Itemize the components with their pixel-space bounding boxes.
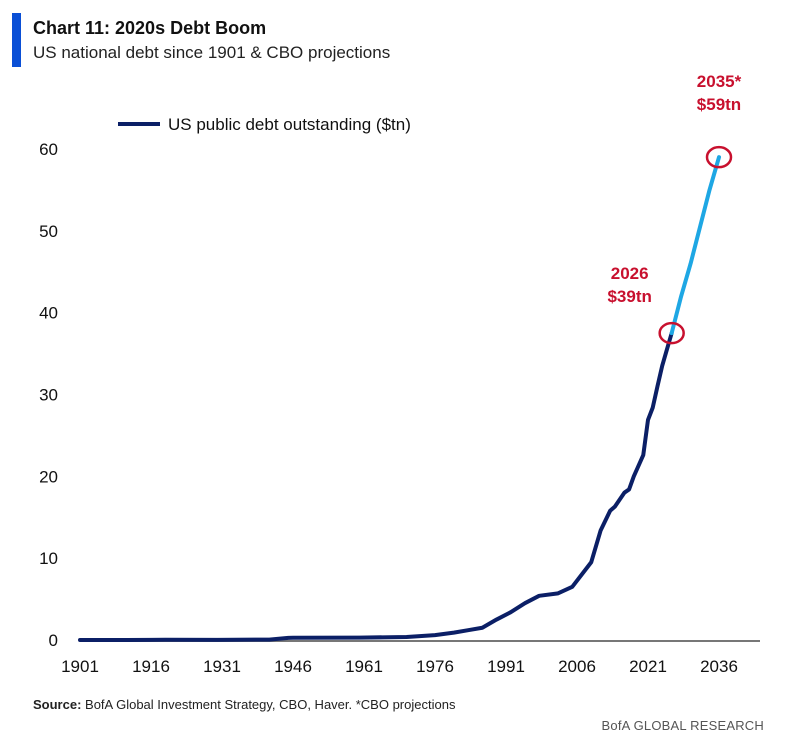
annotation-circle (705, 145, 733, 169)
source-text: BofA Global Investment Strategy, CBO, Ha… (81, 697, 456, 712)
annotation-year: 2026 (611, 264, 649, 283)
chart-title: Chart 11: 2020s Debt Boom (33, 18, 267, 38)
brand-label: BofA GLOBAL RESEARCH (601, 718, 764, 733)
x-tick-label: 1946 (274, 657, 312, 676)
y-tick-label: 20 (39, 467, 58, 486)
accent-bar (12, 13, 21, 67)
annotation-circle (658, 321, 685, 345)
chart-subtitle: US national debt since 1901 & CBO projec… (33, 43, 391, 62)
x-tick-label: 1991 (487, 657, 525, 676)
annotation-year: 2035* (697, 72, 742, 91)
projection-line (669, 155, 721, 336)
x-tick-label: 1976 (416, 657, 454, 676)
x-tick-label: 2021 (629, 657, 667, 676)
x-tick-label: 1916 (132, 657, 170, 676)
x-tick-label: 2006 (558, 657, 596, 676)
y-tick-label: 60 (39, 140, 58, 159)
source-note: Source: BofA Global Investment Strategy,… (33, 697, 455, 712)
debt-line (78, 331, 674, 642)
annotation-value: $39tn (607, 287, 651, 306)
x-tick-label: 1931 (203, 657, 241, 676)
source-label: Source: (33, 697, 82, 712)
y-tick-label: 30 (39, 386, 58, 405)
annotation-value: $59tn (697, 95, 741, 114)
legend-label: US public debt outstanding ($tn) (168, 115, 411, 134)
y-tick-label: 0 (49, 631, 58, 650)
x-tick-label: 2036 (700, 657, 738, 676)
y-tick-label: 40 (39, 304, 58, 323)
y-tick-label: 50 (39, 222, 58, 241)
x-tick-label: 1901 (61, 657, 99, 676)
y-tick-label: 10 (39, 549, 58, 568)
x-tick-label: 1961 (345, 657, 383, 676)
